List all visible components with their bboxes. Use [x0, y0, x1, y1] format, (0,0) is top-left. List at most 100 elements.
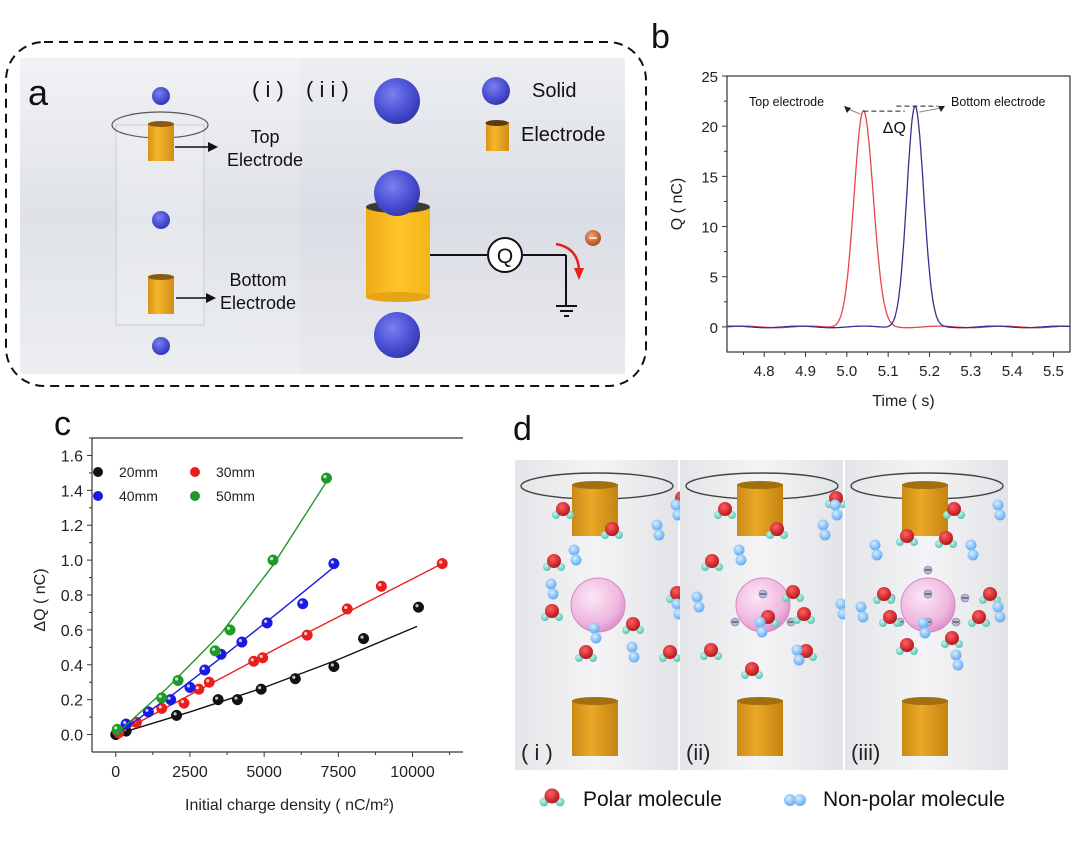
non-polar-molecule-icon [965, 539, 979, 561]
delta-q-label: ΔQ [883, 120, 906, 137]
polar-molecule-icon [543, 554, 565, 571]
atom [588, 622, 600, 634]
electrode-top-face [737, 697, 783, 705]
electrode-top-face [572, 697, 618, 705]
x-tick-label: 0 [111, 764, 120, 781]
circuit-wire [430, 254, 577, 317]
x-tick-label: 7500 [321, 764, 357, 781]
y-tick-label: 5 [710, 270, 718, 287]
oxygen-atom [718, 502, 732, 516]
data-point-20mm [231, 694, 243, 706]
polar-molecule-icon [701, 554, 723, 571]
data-point-50mm [320, 472, 333, 484]
atom [952, 659, 964, 671]
y-axis-label: ΔQ ( nC) [32, 568, 49, 631]
subpanel-d-2: (ii) [680, 460, 849, 770]
legend-marker-30mm [190, 467, 200, 477]
oxygen-atom [972, 610, 986, 624]
atom [626, 641, 638, 653]
subpanel-d-1: ( i ) [515, 460, 693, 770]
polar-molecule-icon [968, 610, 990, 627]
top-electrode-label-line1: Top [250, 127, 280, 147]
data-point-highlight [201, 666, 205, 671]
y-tick-label: 1.2 [61, 518, 83, 535]
polar-molecule-icon [896, 638, 918, 655]
non-polar-molecule-icon [626, 641, 640, 663]
bottom-electrode-annotation: Bottom electrode [951, 95, 1046, 109]
atom [817, 519, 829, 531]
plot-frame [726, 75, 1071, 353]
non-polar-molecule-icon [855, 601, 869, 623]
polar-molecule-icon [782, 585, 804, 602]
oxygen-atom [983, 587, 997, 601]
annotation-arrow [918, 107, 942, 113]
y-tick-label: 0.8 [61, 588, 83, 605]
oxygen-atom [704, 643, 718, 657]
subpanel-label: ( i ) [521, 740, 553, 765]
data-point-highlight [114, 726, 118, 730]
data-point-30mm [178, 697, 190, 709]
oxygen-atom [745, 662, 759, 676]
non-polar-molecule-icon [950, 649, 964, 671]
non-polar-molecule-icon [733, 544, 747, 566]
data-point-30mm [375, 580, 387, 592]
fit-line-30mm [115, 562, 443, 736]
non-polar-molecule-icon [917, 617, 931, 639]
panel-a: Q [5, 41, 647, 387]
oxygen-atom [556, 502, 570, 516]
atom [829, 499, 841, 511]
data-point-40mm [328, 558, 340, 570]
polar-molecule-icon [896, 529, 918, 546]
legend-label-20mm: 20mm [119, 464, 158, 480]
data-point-highlight [145, 708, 149, 712]
x-tick-label: 5.0 [836, 363, 857, 380]
solid-sphere-icon [152, 211, 170, 229]
panel-letter-b: b [651, 18, 670, 56]
atom [919, 627, 931, 639]
atom [545, 578, 557, 590]
x-tick-label: 10000 [390, 764, 435, 781]
atom [628, 651, 640, 663]
data-point-highlight [344, 605, 348, 610]
chart-c: 0.0 0.2 0.4 0.6 0.8 1.0 1.2 1.4 1.6 0 2500 5000 7500… [32, 437, 463, 814]
polar-molecule-icon [552, 502, 574, 519]
polar-molecule-icon [714, 502, 736, 519]
series-line-bottom-electrode [726, 105, 1071, 329]
dashed-border [5, 41, 647, 387]
oxygen-atom [544, 788, 560, 804]
atom [819, 529, 831, 541]
data-point-20mm [212, 694, 224, 706]
data-point-40mm [199, 664, 211, 676]
oxygen-atom [900, 638, 914, 652]
solid-sphere-icon [374, 78, 420, 124]
atom [791, 644, 803, 656]
y-tick-label: 1.0 [61, 553, 83, 570]
solid-sphere-icon [152, 87, 170, 105]
data-point-20mm [171, 709, 183, 721]
legend-label-30mm: 30mm [216, 464, 255, 480]
data-point-20mm [255, 683, 267, 695]
data-point-highlight [269, 557, 274, 561]
top-electrode-label-line2: Electrode [227, 150, 304, 170]
legend-label-40mm: 40mm [119, 488, 158, 504]
legend-marker-40mm [93, 491, 103, 501]
atom [735, 554, 747, 566]
electrode-with-sphere [366, 170, 430, 302]
atom [670, 499, 682, 511]
data-point-50mm [172, 674, 184, 687]
atom [590, 632, 602, 644]
annotation-arrow [847, 108, 861, 115]
fit-line-20mm [115, 625, 418, 736]
subpanel-label: (ii) [686, 740, 710, 765]
data-point-50mm [224, 624, 236, 636]
data-point-highlight [186, 684, 191, 688]
electrode-top-face [902, 697, 948, 705]
atom [754, 616, 766, 628]
data-point-highlight [226, 626, 231, 630]
y-tick-label: 0.0 [61, 728, 83, 745]
atom [869, 539, 881, 551]
data-point-highlight [323, 475, 327, 479]
bottom-electrode-label: Bottom Electrode [220, 269, 296, 315]
x-tick-label: 2500 [172, 764, 208, 781]
panel-letter-c: c [54, 405, 71, 443]
